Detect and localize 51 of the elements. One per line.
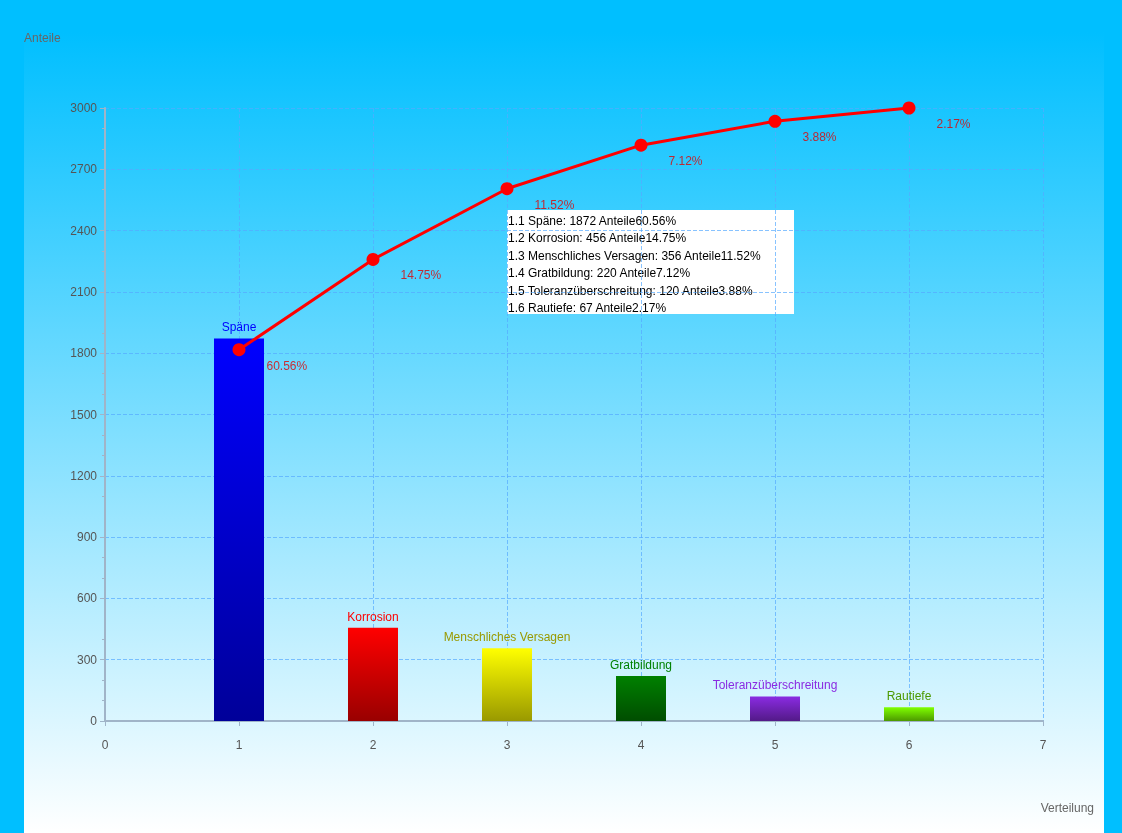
annotation: 60.56% (266, 358, 308, 373)
y-axis-title: Anteile (24, 31, 62, 45)
annotation: 2.17% (936, 117, 971, 131)
bar (884, 707, 934, 721)
y-tick-label: 2700 (70, 162, 98, 177)
point (768, 114, 782, 128)
annotation: 7.12% (668, 154, 703, 169)
bar (214, 338, 264, 721)
annotation: 1.6 Rautiefe: 67 Anteile2.17% (508, 301, 667, 316)
point (366, 252, 380, 266)
annotation: 1.1 Späne: 1872 Anteile60.56% (508, 213, 677, 228)
point (500, 182, 514, 196)
series-label: Menschliches Versagen (443, 630, 571, 645)
series-label: Gratbildung (609, 658, 673, 673)
annotation: 1.3 Menschliches Versagen: 356 Anteile11.52% (508, 248, 761, 263)
x-tick-label: 5 (771, 738, 779, 752)
y-tick-label: 0 (90, 714, 98, 728)
bar (348, 627, 398, 721)
x-tick-label: 1 (235, 738, 243, 752)
annotation: 3.88% (802, 130, 837, 145)
bar (616, 676, 666, 721)
annotation: 1.5 Toleranzüberschreitung: 120 Anteile3.88% (508, 283, 753, 298)
y-tick-label: 2100 (70, 284, 98, 299)
y-tick-label: 900 (76, 530, 98, 545)
bar (482, 648, 532, 721)
annotation: 14.75% (400, 268, 442, 283)
x-tick-label: 6 (905, 738, 913, 752)
annotation: 1.2 Korrosion: 456 Anteile14.75% (508, 231, 687, 246)
x-tick-label: 2 (369, 738, 377, 752)
x-axis-title: Verteilung (1040, 801, 1094, 815)
series-label: Rautiefe (886, 689, 932, 704)
series-label: Korrosion (347, 609, 399, 624)
series-label: Späne (221, 320, 257, 335)
point (634, 138, 648, 152)
y-tick-label: 300 (76, 652, 98, 667)
y-tick-label: 1500 (70, 407, 98, 422)
x-tick-label: 4 (637, 738, 645, 752)
bar (750, 696, 800, 721)
y-tick-label: 1200 (70, 468, 98, 483)
annotation: 11.52% (534, 197, 575, 212)
point (902, 101, 916, 115)
y-tick-label: 600 (76, 591, 98, 606)
point (232, 343, 246, 357)
x-tick-label: 0 (101, 738, 109, 752)
annotation: 1.4 Gratbildung: 220 Anteile7.12% (508, 266, 691, 281)
y-tick-label: 1800 (70, 346, 98, 361)
y-tick-label: 2400 (70, 223, 98, 238)
x-tick-label: 7 (1039, 738, 1047, 752)
series-label: Toleranzüberschreitung (712, 678, 838, 693)
x-tick-label: 3 (503, 738, 511, 752)
y-tick-label: 3000 (70, 101, 98, 115)
